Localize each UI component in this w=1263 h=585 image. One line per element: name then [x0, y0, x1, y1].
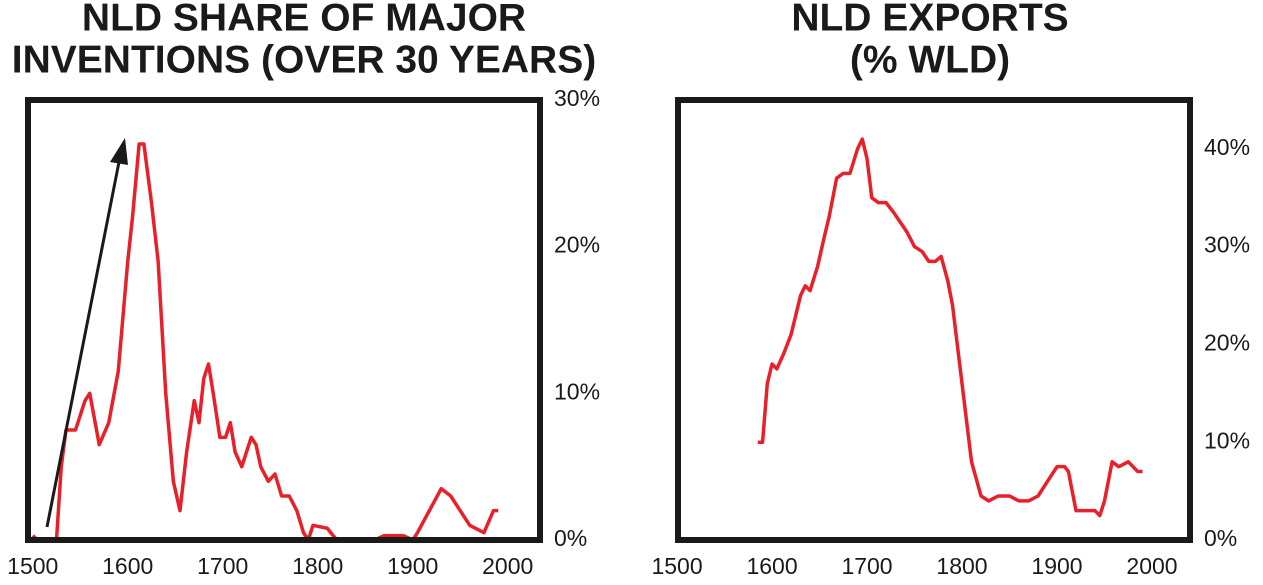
- y-tick-label: 10%: [554, 378, 600, 404]
- chart-title: INVENTIONS (OVER 30 YEARS): [12, 38, 596, 81]
- chart-title: NLD SHARE OF MAJOR: [82, 0, 526, 39]
- plot-frame: [25, 97, 543, 543]
- annotation-arrow: [45, 138, 128, 528]
- x-tick-label: 1600: [746, 553, 797, 579]
- x-tick-label: 1900: [387, 553, 438, 579]
- x-tick-label: 1700: [841, 553, 892, 579]
- x-tick-label: 2000: [482, 553, 533, 579]
- data-line: [757, 137, 1143, 518]
- y-tick-label: 30%: [554, 85, 600, 111]
- y-tick-label: 20%: [554, 232, 600, 258]
- x-tick-label: 1800: [292, 553, 343, 579]
- x-tick-label: 1900: [1031, 553, 1082, 579]
- y-tick-label: 30%: [1204, 232, 1250, 258]
- plot-frame: [675, 97, 1193, 543]
- data-line: [31, 142, 499, 542]
- x-tick-label: 1700: [197, 553, 248, 579]
- y-tick-label: 0%: [554, 525, 587, 551]
- x-tick-label: 1500: [651, 553, 702, 579]
- x-tick-label: 1500: [7, 553, 58, 579]
- x-tick-label: 1600: [102, 553, 153, 579]
- y-tick-label: 40%: [1204, 134, 1250, 160]
- x-tick-label: 1800: [936, 553, 987, 579]
- y-tick-label: 0%: [1204, 525, 1237, 551]
- chart-title: (% WLD): [850, 38, 1010, 81]
- chart-title: NLD EXPORTS: [791, 0, 1068, 39]
- x-tick-label: 2000: [1126, 553, 1177, 579]
- y-tick-label: 10%: [1204, 427, 1250, 453]
- y-tick-label: 20%: [1204, 330, 1250, 356]
